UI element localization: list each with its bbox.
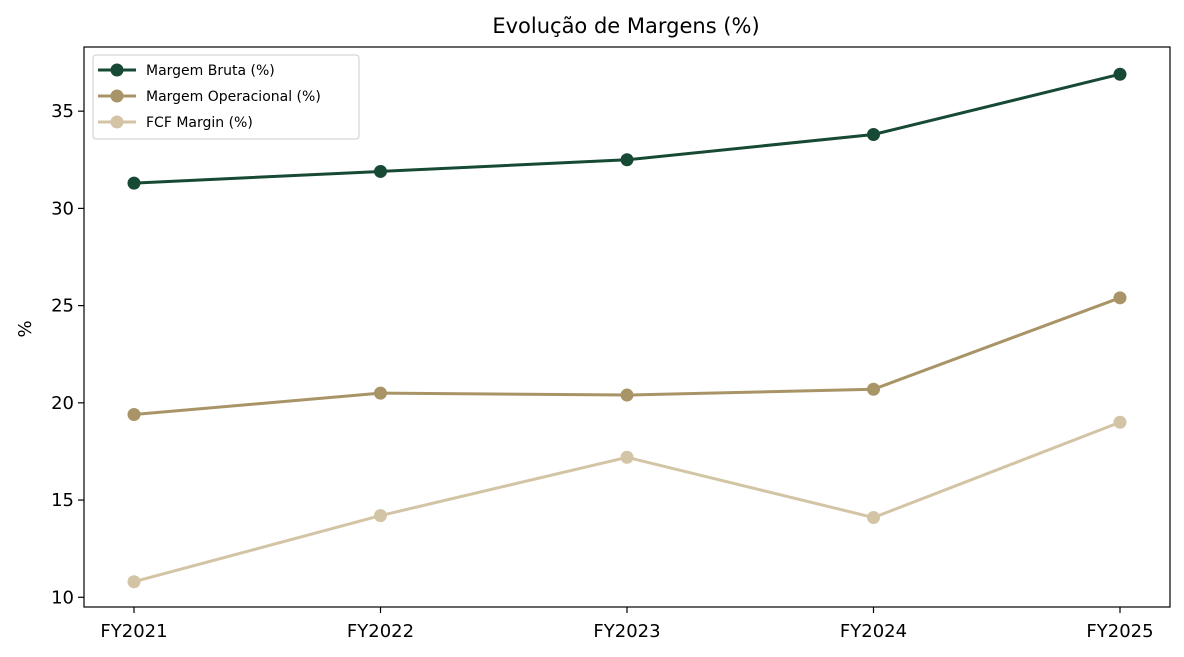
legend: Margem Bruta (%) Margem Operacional (%) FC… (92, 54, 360, 140)
series-line (132, 420, 1122, 584)
x-tick-label: FY2023 (593, 621, 660, 642)
data-point (1113, 67, 1127, 81)
y-tick-label: 10 (51, 587, 74, 608)
y-tick-label: 15 (51, 490, 74, 511)
data-point (1113, 291, 1127, 305)
data-point (867, 382, 880, 396)
legend-marker (110, 63, 124, 77)
legend-marker (110, 115, 124, 129)
data-point (620, 388, 634, 402)
chart-title: Evolução de Margens (%) (492, 14, 759, 38)
legend-marker (110, 89, 124, 103)
x-tick-label: FY2021 (100, 621, 167, 642)
x-tick-label: FY2022 (347, 621, 414, 642)
x-tick-label: FY2024 (840, 621, 907, 642)
data-point (1113, 415, 1127, 429)
legend-label: FCF Margin (%) (146, 115, 253, 131)
series-group (127, 67, 1127, 589)
data-point (374, 509, 387, 523)
data-point (867, 128, 880, 141)
y-tick-label: 25 (51, 296, 74, 317)
y-tick-label: 35 (51, 101, 74, 122)
y-tick-label: 30 (51, 198, 74, 219)
legend-label: Margem Bruta (%) (146, 63, 275, 79)
data-point (374, 386, 387, 400)
data-point (620, 450, 634, 464)
data-point (620, 153, 634, 167)
data-point (867, 511, 880, 525)
series-2 (127, 291, 1127, 421)
series-3 (127, 415, 1127, 589)
y-tick-label: 20 (51, 393, 74, 414)
x-tick-label: FY2025 (1086, 621, 1153, 642)
data-point (127, 176, 141, 190)
legend-label: Margem Operacional (%) (146, 89, 321, 105)
y-axis-ticks: 10 15 20 25 30 35 (51, 101, 84, 608)
series-1 (127, 67, 1127, 190)
x-axis-ticks: FY2021 FY2022 FY2023 FY2024 FY2025 (100, 607, 1154, 642)
data-point (127, 408, 141, 421)
data-point (374, 164, 387, 178)
data-point (127, 575, 141, 589)
y-axis-label: % (15, 320, 36, 337)
legend-box (92, 54, 360, 140)
